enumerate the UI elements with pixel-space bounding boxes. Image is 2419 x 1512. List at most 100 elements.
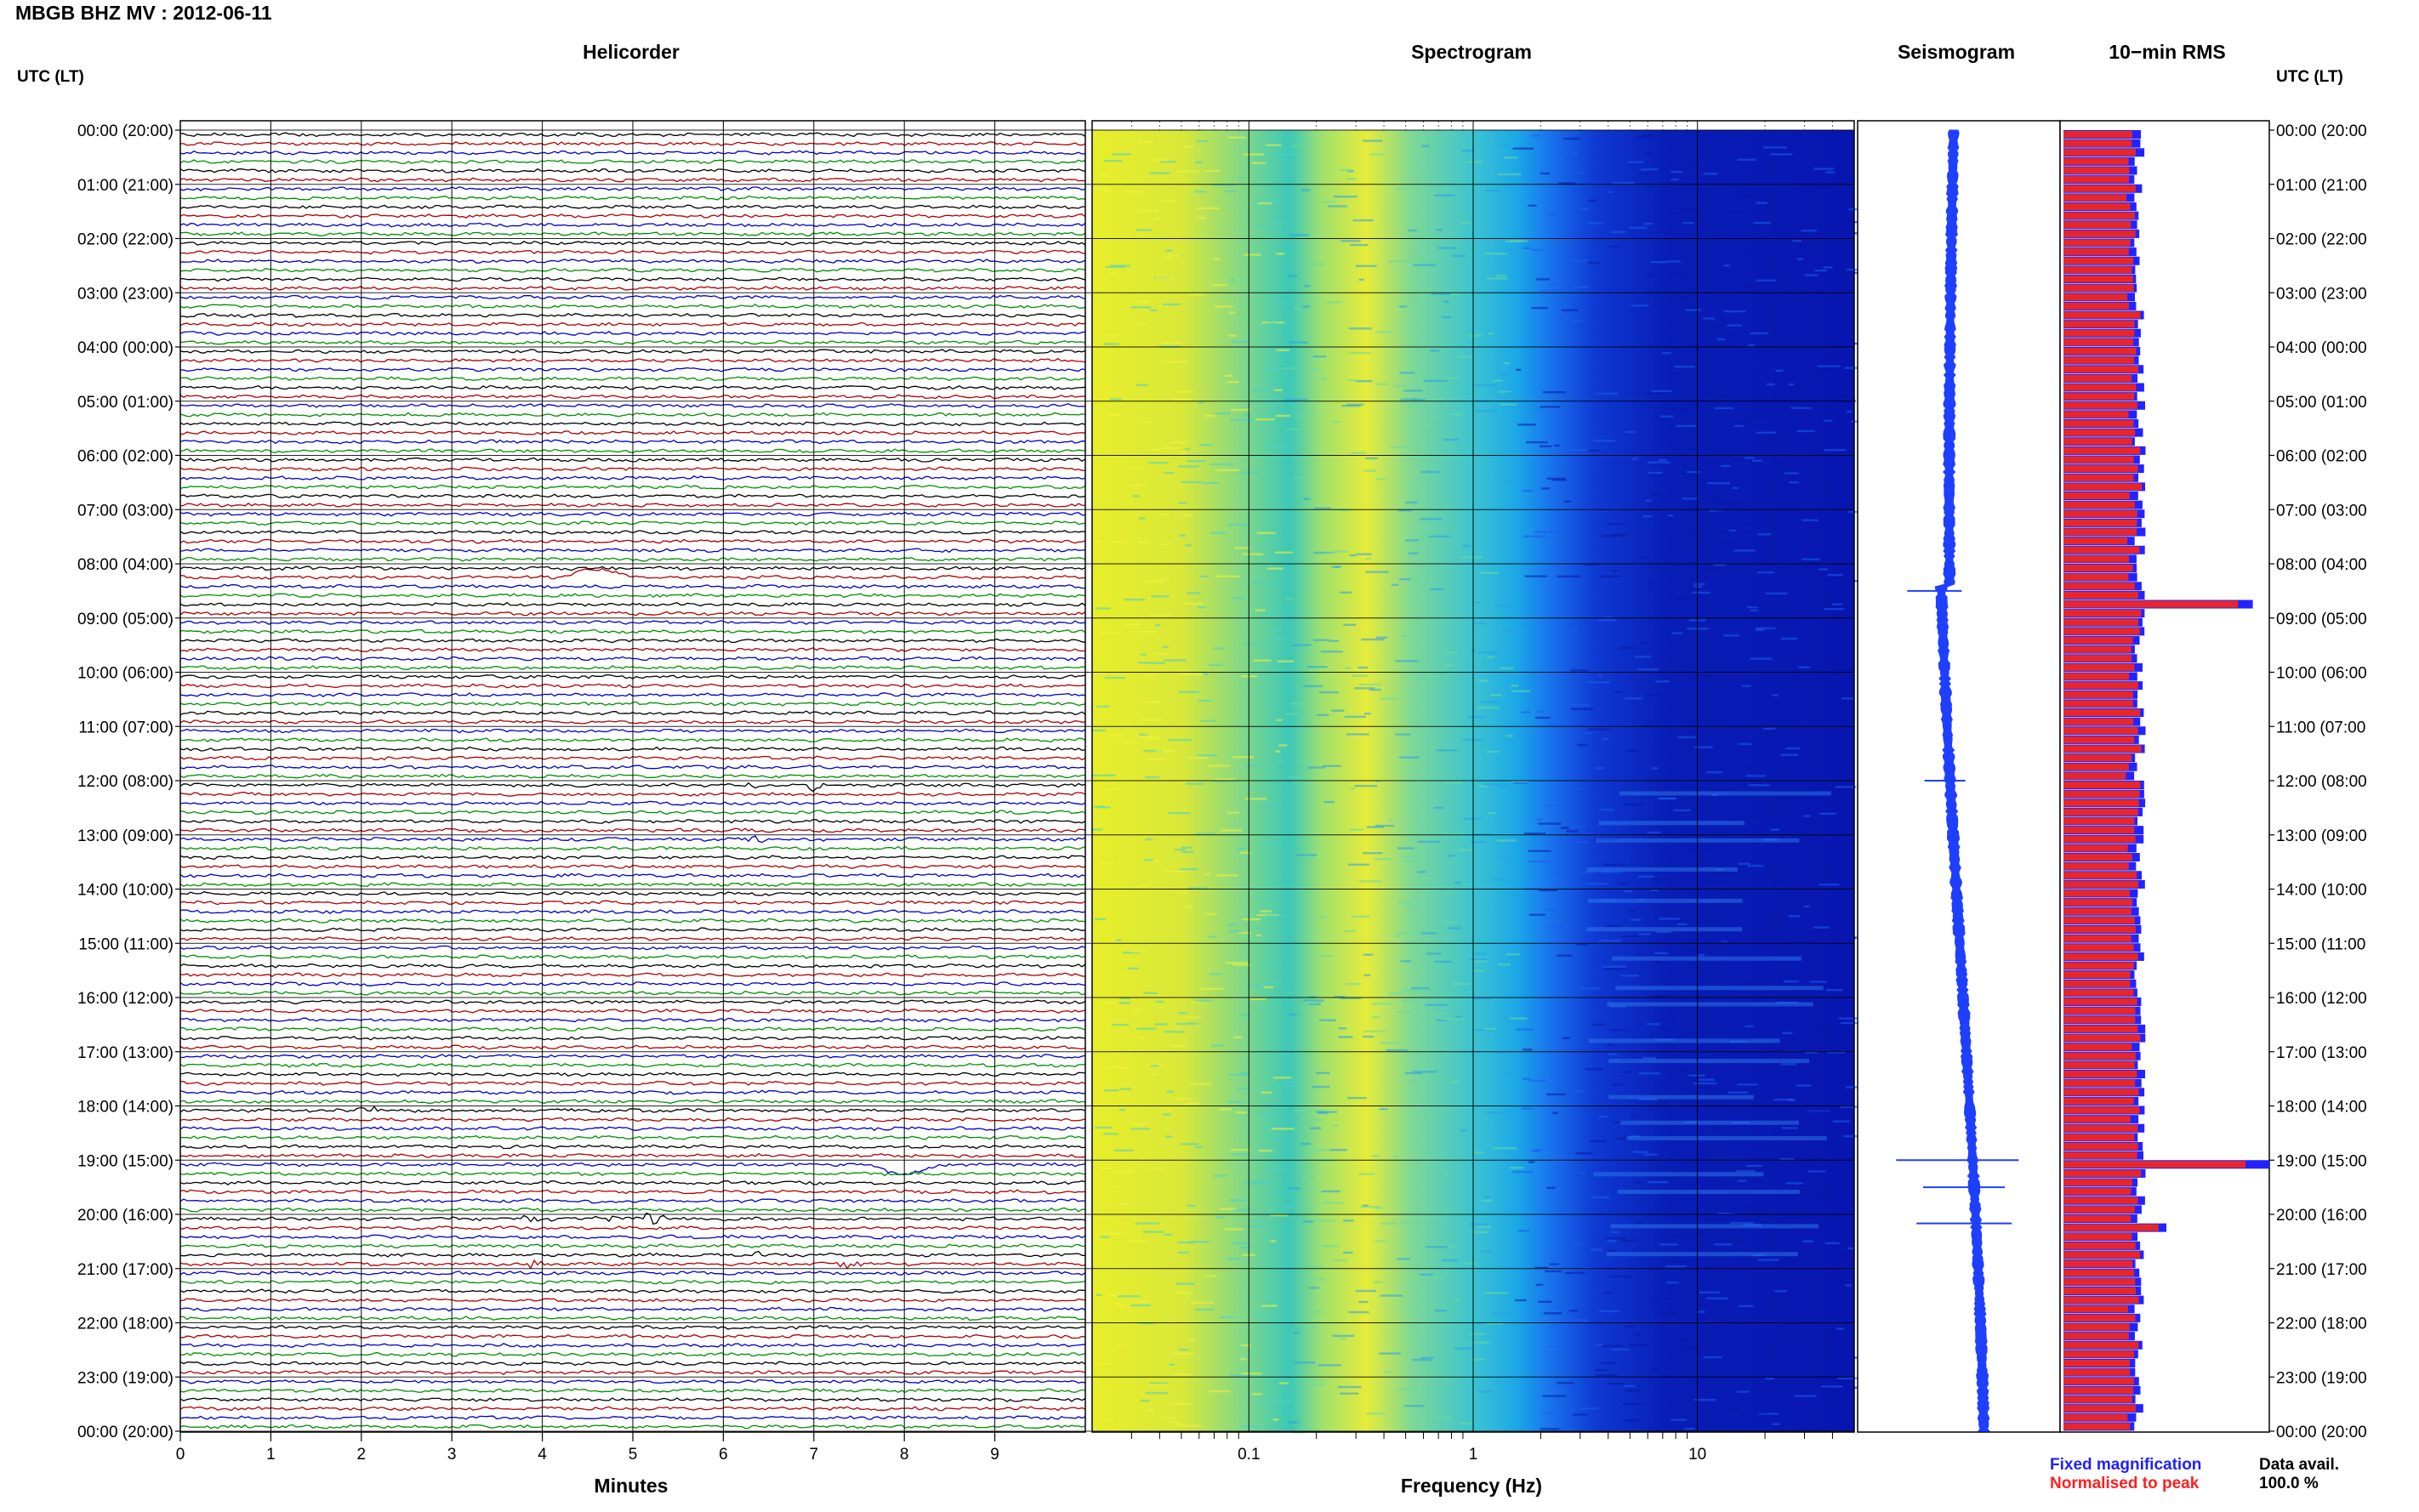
- rms-bar-normalised: [2063, 718, 2133, 725]
- time-label-right: 13:00 (09:00: [2276, 827, 2367, 845]
- time-label-left: 14:00 (10:00): [77, 882, 174, 900]
- rms-bar-normalised: [2063, 610, 2142, 617]
- rms-bar-normalised: [2063, 1025, 2138, 1032]
- rms-bar-normalised: [2063, 1341, 2139, 1349]
- rms-bar-normalised: [2063, 754, 2132, 762]
- rms-bar-normalised: [2063, 1305, 2128, 1313]
- rms-bar-normalised: [2063, 971, 2131, 979]
- right-axis-title: UTC (LT): [2276, 68, 2343, 86]
- rms-bar-normalised: [2063, 917, 2135, 924]
- rms-bar-normalised: [2063, 890, 2131, 897]
- rms-bar-normalised: [2063, 691, 2133, 698]
- time-label-left: 09:00 (05:00): [77, 611, 174, 628]
- minute-tick-label: 8: [900, 1446, 909, 1464]
- rms-bar-normalised: [2063, 203, 2131, 211]
- spectrogram-energy-band: [1617, 1190, 1801, 1195]
- rms-bar-normalised: [2063, 655, 2132, 662]
- minute-tick-label: 2: [357, 1446, 367, 1464]
- time-label-right: 07:00 (03:00: [2276, 502, 2367, 520]
- rms-bar-normalised: [2063, 528, 2137, 536]
- minute-tick-label: 7: [810, 1446, 819, 1464]
- time-label-right: 10:00 (06:00: [2276, 665, 2367, 683]
- rms-bar-normalised: [2063, 1161, 2246, 1168]
- axes-layer: 00:00 (20:00) 00:00 (20:00 01:00 (21:00) 01…: [77, 122, 2367, 1441]
- rms-bar-normalised: [2063, 1260, 2133, 1268]
- rms-bar-normalised: [2063, 366, 2138, 373]
- rms-bar-normalised: [2063, 1287, 2136, 1295]
- minute-tick-label: 1: [266, 1446, 276, 1464]
- rms-bar-normalised: [2063, 501, 2135, 509]
- rms-bar-normalised: [2063, 736, 2134, 743]
- rms-bar-normalised: [2063, 1124, 2138, 1132]
- rms-bar-normalised: [2063, 284, 2134, 292]
- rms-bar-normalised: [2063, 348, 2137, 355]
- time-label-right: 17:00 (13:00: [2276, 1044, 2367, 1062]
- rms-bar-normalised: [2063, 1106, 2140, 1114]
- time-label-left: 01:00 (21:00): [77, 177, 174, 195]
- spectrogram-energy-band: [1598, 821, 1745, 826]
- rms-bar-normalised: [2063, 438, 2132, 446]
- rms-bar-normalised: [2063, 555, 2129, 563]
- rms-bar-normalised: [2063, 1413, 2128, 1421]
- rms-bar-normalised: [2063, 1333, 2129, 1340]
- minute-tick-label: 9: [990, 1446, 999, 1464]
- spectrogram-panel: 0.1 1 10: [1091, 120, 1873, 1464]
- seismogram-trace: [1934, 129, 1991, 1432]
- time-label-right: 18:00 (14:00: [2276, 1099, 2367, 1117]
- rms-bar-normalised: [2063, 1016, 2136, 1024]
- rms-bar-normalised: [2063, 1360, 2130, 1367]
- rms-bar-normalised: [2063, 880, 2139, 888]
- rms-bar-normalised: [2063, 1206, 2135, 1214]
- rms-bar-normalised: [2063, 1423, 2131, 1430]
- rms-bar-normalised: [2063, 1323, 2130, 1331]
- x-label-frequency: Frequency (Hz): [1400, 1475, 1543, 1497]
- rms-bar-normalised: [2063, 935, 2132, 942]
- rms-bar-normalised: [2063, 492, 2130, 500]
- rms-bar-normalised: [2063, 185, 2136, 192]
- rms-bar-normalised: [2063, 1386, 2134, 1394]
- rms-bar-normalised: [2063, 600, 2239, 608]
- rms-bar-normalised: [2063, 393, 2135, 401]
- rms-bar-normalised: [2063, 989, 2134, 997]
- spectrogram-energy-band: [1627, 1135, 1827, 1140]
- rms-bar-normalised: [2063, 962, 2134, 969]
- rms-bar-normalised: [2063, 926, 2136, 934]
- time-label-right: 09:00 (05:00: [2276, 611, 2367, 628]
- time-label-right: 23:00 (19:00: [2276, 1369, 2367, 1387]
- helicorder-title: Helicorder: [583, 41, 680, 63]
- rms-title: 10−min RMS: [2109, 41, 2226, 63]
- rms-bar-normalised: [2063, 772, 2126, 780]
- spectrogram-energy-band: [1607, 1002, 1813, 1007]
- rms-bar-normalised: [2063, 1395, 2132, 1403]
- rms-bar-normalised: [2063, 131, 2132, 139]
- rms-bar-normalised: [2063, 446, 2141, 454]
- spectrogram-energy-band: [1608, 1059, 1810, 1064]
- rms-bar-normalised: [2063, 1116, 2131, 1123]
- legend-fixed: Fixed magnification: [2050, 1456, 2202, 1474]
- time-label-right: 03:00 (23:00: [2276, 285, 2367, 303]
- rms-bar-normalised: [2063, 1143, 2138, 1151]
- time-label-left: 16:00 (12:00): [77, 990, 174, 1008]
- rms-bar-normalised: [2063, 827, 2135, 834]
- rms-bar-normalised: [2063, 799, 2139, 807]
- minute-tick-label: 3: [447, 1446, 457, 1464]
- rms-bar-normalised: [2063, 817, 2135, 825]
- left-axis-title: UTC (LT): [17, 68, 84, 86]
- rms-bar-normalised: [2063, 1378, 2134, 1385]
- time-label-right: 20:00 (16:00: [2276, 1207, 2367, 1225]
- time-label-left: 19:00 (15:00): [77, 1152, 174, 1170]
- rms-bar-normalised: [2063, 401, 2137, 409]
- x-label-minutes: Minutes: [594, 1475, 669, 1497]
- rms-bar-normalised: [2063, 1233, 2132, 1241]
- time-label-right: 16:00 (12:00: [2276, 990, 2367, 1008]
- rms-bar-normalised: [2063, 835, 2136, 843]
- rms-bar-normalised: [2063, 276, 2133, 283]
- spectrogram-frame: [1091, 120, 1855, 1433]
- rms-bar-normalised: [2063, 628, 2140, 635]
- rms-bar-normalised: [2063, 1188, 2132, 1196]
- rms-bar-normalised: [2063, 239, 2131, 247]
- time-label-left: 21:00 (17:00): [77, 1261, 174, 1279]
- rms-bar-normalised: [2063, 157, 2129, 165]
- time-label-left: 12:00 (08:00): [77, 773, 174, 791]
